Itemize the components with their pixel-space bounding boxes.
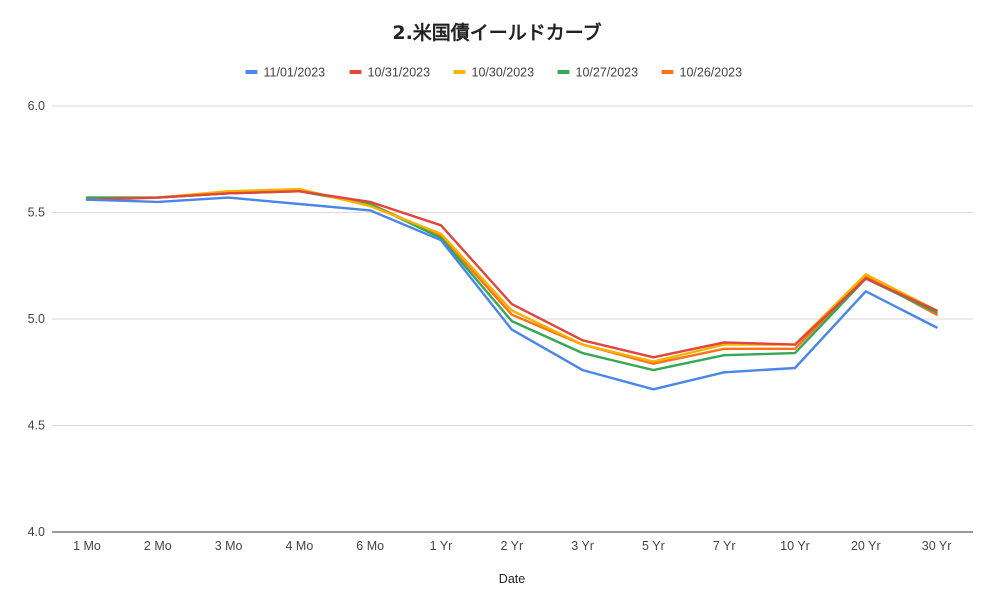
legend-swatch bbox=[661, 70, 674, 74]
y-axis-ticks: 4.0 4.5 5.0 5.5 6.0 bbox=[28, 99, 45, 539]
y-tick-label: 5.0 bbox=[28, 312, 45, 326]
series-line-11-01-2023 bbox=[85, 196, 938, 391]
y-tick-label: 4.5 bbox=[28, 419, 45, 433]
legend-swatch bbox=[557, 70, 570, 74]
y-tick-label: 4.0 bbox=[28, 525, 45, 539]
series-line-10-27-2023 bbox=[85, 189, 938, 372]
legend-label: 10/30/2023 bbox=[472, 66, 535, 80]
x-tick-label: 3 Yr bbox=[571, 539, 594, 553]
x-tick-label: 1 Mo bbox=[73, 539, 101, 553]
legend-swatch bbox=[245, 70, 258, 74]
x-axis-ticks: 1 Mo 2 Mo 3 Mo 4 Mo 6 Mo 1 Yr 2 Yr 3 Yr 5 Yr 7 Yr… bbox=[73, 539, 951, 553]
chart-title: 2.米国債イールドカーブ bbox=[392, 21, 601, 44]
legend-item[interactable]: 11/01/2023 bbox=[245, 66, 326, 80]
x-tick-label: 5 Yr bbox=[642, 539, 665, 553]
x-tick-label: 1 Yr bbox=[430, 539, 453, 553]
x-tick-label: 10 Yr bbox=[780, 539, 810, 553]
legend-label: 11/01/2023 bbox=[264, 66, 326, 80]
x-axis-title: Date bbox=[499, 572, 525, 586]
x-tick-label: 2 Yr bbox=[500, 539, 523, 553]
series-lines bbox=[85, 187, 938, 391]
y-tick-label: 5.5 bbox=[28, 206, 45, 220]
legend-item[interactable]: 10/27/2023 bbox=[557, 66, 639, 80]
x-tick-label: 4 Mo bbox=[286, 539, 314, 553]
y-tick-label: 6.0 bbox=[28, 99, 45, 113]
x-tick-label: 20 Yr bbox=[851, 539, 881, 553]
gridlines bbox=[52, 105, 973, 533]
legend-item[interactable]: 10/31/2023 bbox=[349, 66, 431, 80]
legend-label: 10/27/2023 bbox=[576, 66, 639, 80]
legend-label: 10/31/2023 bbox=[368, 66, 431, 80]
x-tick-label: 2 Mo bbox=[144, 539, 172, 553]
legend-item[interactable]: 10/26/2023 bbox=[661, 66, 743, 80]
x-tick-label: 6 Mo bbox=[356, 539, 384, 553]
legend-swatch bbox=[453, 70, 466, 74]
legend: 11/01/2023 10/31/2023 10/30/2023 10/27/2023… bbox=[245, 66, 743, 80]
legend-swatch bbox=[349, 70, 362, 74]
series-line-10-31-2023 bbox=[85, 189, 938, 359]
legend-item[interactable]: 10/30/2023 bbox=[453, 66, 535, 80]
x-tick-label: 3 Mo bbox=[215, 539, 243, 553]
legend-label: 10/26/2023 bbox=[680, 66, 743, 80]
x-tick-label: 30 Yr bbox=[922, 539, 952, 553]
x-tick-label: 7 Yr bbox=[713, 539, 736, 553]
